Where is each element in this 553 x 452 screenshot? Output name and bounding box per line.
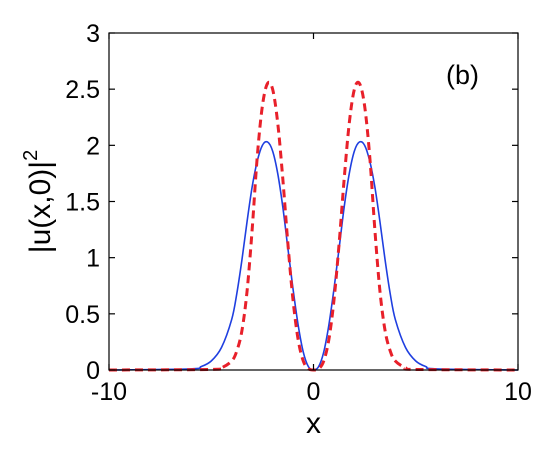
x-tick-label: 0 <box>307 378 321 406</box>
y-tick-label: 0.5 <box>65 301 100 329</box>
x-axis-label: x <box>306 407 321 440</box>
y-tick-label: 1.5 <box>65 189 100 217</box>
panel-label: (b) <box>446 60 479 90</box>
y-tick-label: 3 <box>86 20 100 48</box>
y-tick-label: 0 <box>86 357 100 385</box>
y-tick-label: 1 <box>86 245 100 273</box>
y-tick-label: 2 <box>86 132 100 160</box>
x-tick-label: 10 <box>504 378 532 406</box>
x-tick-label: -10 <box>91 378 127 406</box>
y-axis-label-superscript: 2 <box>20 150 42 161</box>
y-axis-label: |u(x,0)|2 <box>20 150 57 253</box>
ticks-layer <box>108 32 519 371</box>
y-axis-label-main: |u(x,0)| <box>24 161 57 253</box>
y-tick-label: 2.5 <box>65 76 100 104</box>
